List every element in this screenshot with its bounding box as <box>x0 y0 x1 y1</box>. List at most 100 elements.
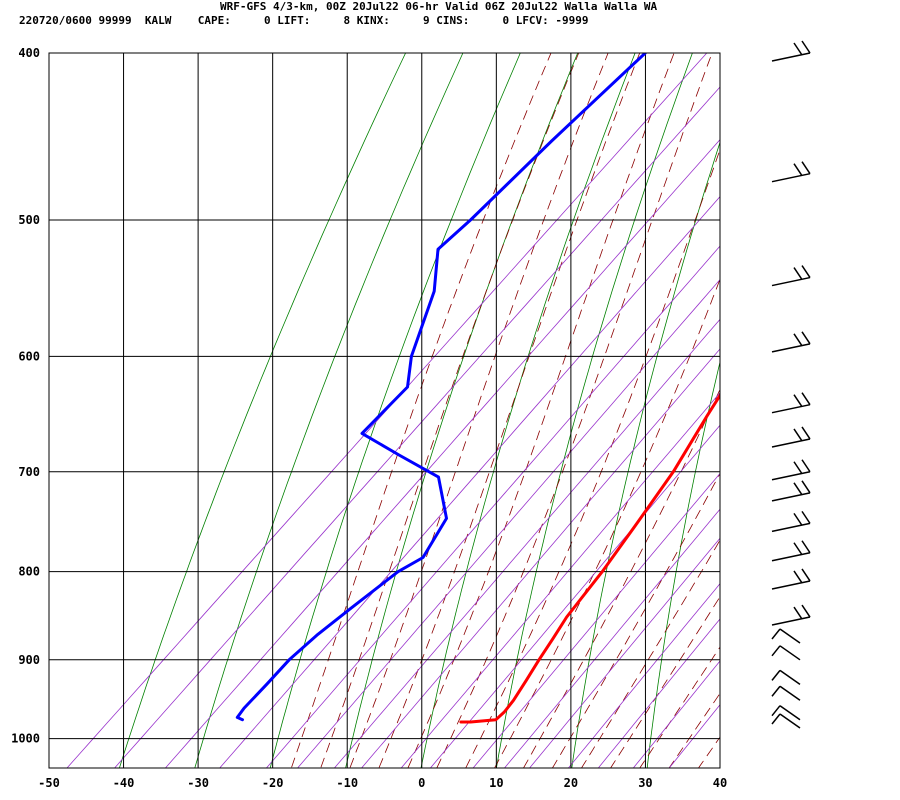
dry-adiabat-line <box>873 15 900 783</box>
dry-adiabat-line <box>797 15 900 783</box>
wind-barb-flag <box>793 461 803 475</box>
mixing-ratio-line <box>597 618 720 768</box>
mixing-ratio-line <box>472 472 720 768</box>
wind-barb-flag <box>771 628 781 640</box>
wind-barb-staff <box>771 492 811 502</box>
mixing-ratio-line <box>114 86 720 768</box>
moist-adiabat-line <box>290 53 552 768</box>
dry-adiabat-line <box>721 15 876 783</box>
mixing-ratio-line <box>333 318 720 768</box>
y-tick-label: 600 <box>18 349 40 363</box>
wind-barb-staff <box>779 628 801 644</box>
wind-barb <box>771 510 811 533</box>
moist-adiabat-line <box>349 53 609 768</box>
series-lines <box>235 53 720 724</box>
wind-barb-flag <box>793 394 803 408</box>
wind-barb-flag <box>793 163 803 177</box>
wind-barb-staff <box>771 580 811 590</box>
x-tick-label: -50 <box>38 776 60 790</box>
wind-barb-flag <box>801 604 811 618</box>
wind-barb-staff <box>779 645 801 661</box>
mixing-ratio-line <box>632 660 720 768</box>
y-tick-label: 1000 <box>11 732 40 746</box>
y-tick-label: 700 <box>18 465 40 479</box>
x-tick-label: 20 <box>564 776 578 790</box>
y-tick-label: 800 <box>18 565 40 579</box>
wind-barb <box>771 705 801 721</box>
header-indices: 220720/0600 99999 KALW CAPE: 0 LIFT: 8 K… <box>19 14 589 27</box>
wind-barb-staff <box>771 616 811 626</box>
wind-barb-staff <box>779 685 801 701</box>
wind-barb <box>771 604 811 626</box>
wind-barb-staff <box>771 403 811 414</box>
wind-barb-flag <box>793 267 803 280</box>
wind-barb-staff <box>779 705 801 721</box>
x-tick-label: -30 <box>187 776 209 790</box>
mixing-ratio-line <box>503 508 720 768</box>
plot-frame <box>48 52 721 769</box>
wind-barb-flag <box>771 645 781 657</box>
dry-adiabat-line <box>646 360 720 768</box>
y-tick-label: 500 <box>18 213 40 227</box>
wind-barb-staff <box>771 343 811 353</box>
header-title: WRF-GFS 4/3-km, 00Z 20Jul22 06-hr Valid … <box>220 0 658 13</box>
wind-barb-flag <box>793 333 803 347</box>
moist-adiabat-line <box>668 692 720 768</box>
dry-adiabat-line <box>194 53 464 768</box>
wind-barb-flag <box>793 542 803 556</box>
wind-barb-flag <box>771 685 781 697</box>
moist-adiabat-line <box>639 646 720 768</box>
axis-labels: -50 -40 -30 -20 -10 0 10 20 30 40 400 500 600 700 800 9… <box>11 46 727 790</box>
x-tick-label: -20 <box>262 776 284 790</box>
dry-adiabat-line <box>495 53 693 768</box>
wind-barb <box>771 628 801 644</box>
moist-adiabat-line <box>436 53 713 768</box>
moist-adiabat-line <box>378 53 641 768</box>
mixing-ratio-line <box>400 392 720 768</box>
dry-adiabat-line <box>345 53 579 768</box>
dry-adiabat-line <box>269 53 521 768</box>
wind-barb-flag <box>801 40 811 54</box>
wind-barb-flag <box>793 606 803 620</box>
mixing-ratio-line <box>265 245 720 768</box>
x-tick-label: 30 <box>638 776 652 790</box>
wind-barb <box>771 392 811 414</box>
wind-barb-flag <box>801 540 811 554</box>
wind-barb-flag <box>801 331 811 345</box>
wind-barb <box>771 265 811 287</box>
wind-barb <box>771 568 811 590</box>
wind-barb-flag <box>771 713 781 725</box>
x-tick-label: 10 <box>489 776 503 790</box>
y-tick-label: 400 <box>18 46 40 60</box>
wind-barb-flag <box>771 705 781 717</box>
wind-barb-flag <box>801 161 811 175</box>
wind-barb-flag <box>801 392 811 406</box>
y-tick-label: 900 <box>18 653 40 667</box>
dry-adiabat-line <box>118 53 407 768</box>
moist-adiabat-line <box>718 15 900 783</box>
mixing-ratio-line <box>668 704 720 768</box>
wind-barb <box>771 459 811 481</box>
wind-barb <box>771 331 811 353</box>
wind-barb <box>771 161 811 183</box>
wind-barb-flag <box>771 669 781 681</box>
x-tick-label: 40 <box>713 776 727 790</box>
x-tick-label: -40 <box>113 776 135 790</box>
wind-barb <box>771 426 811 448</box>
wind-barb <box>771 713 801 729</box>
wind-barb-flag <box>801 510 811 524</box>
wind-barb-flag <box>801 568 811 582</box>
wind-barb-flag <box>801 426 811 440</box>
mixing-ratio-line <box>567 582 720 768</box>
temperature-line <box>459 392 720 724</box>
dewpoint-line <box>235 53 647 722</box>
wind-barb-flag <box>793 42 803 56</box>
wind-barb-flag <box>793 482 803 496</box>
mixing-ratio-line <box>429 424 720 768</box>
wind-barb-flag <box>793 570 803 584</box>
wind-barb-flag <box>801 459 811 473</box>
dry-adiabat-line <box>571 141 720 768</box>
mixing-ratio-line <box>219 195 720 768</box>
x-tick-label: 0 <box>418 776 425 790</box>
wind-barb-flag <box>801 265 811 278</box>
